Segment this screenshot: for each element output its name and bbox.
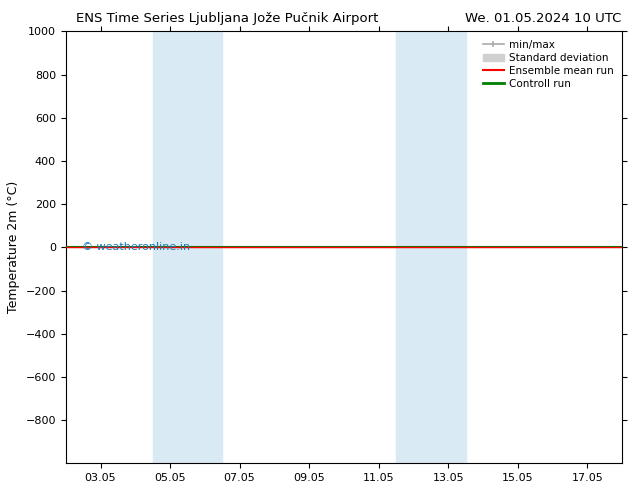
Y-axis label: Temperature 2m (°C): Temperature 2m (°C) (7, 181, 20, 314)
Legend: min/max, Standard deviation, Ensemble mean run, Controll run: min/max, Standard deviation, Ensemble me… (480, 37, 617, 92)
Bar (153, 31, 223, 464)
Text: ENS Time Series Ljubljana Jože Pučnik Airport: ENS Time Series Ljubljana Jože Pučnik Ai… (76, 12, 378, 25)
Text: We. 01.05.2024 10 UTC: We. 01.05.2024 10 UTC (465, 12, 621, 25)
Text: © weatheronline.in: © weatheronline.in (82, 243, 191, 252)
Bar (396, 31, 466, 464)
